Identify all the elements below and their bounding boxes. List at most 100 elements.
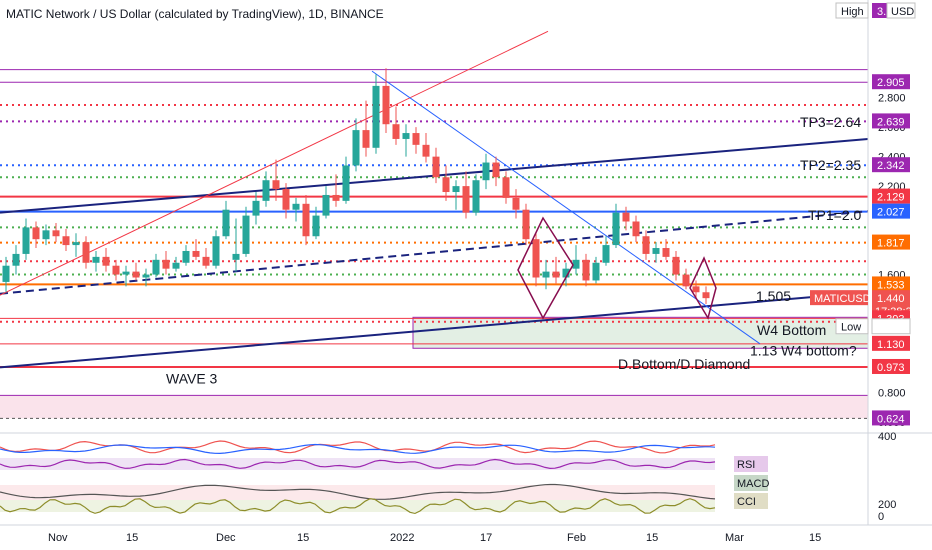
price-tag: 1.130 xyxy=(877,339,905,351)
candle-body xyxy=(652,248,660,254)
time-tick-label: Mar xyxy=(725,532,744,544)
price-tag: 1.440 xyxy=(877,293,905,305)
candle-body xyxy=(172,262,180,269)
price-tick-label: 2.800 xyxy=(878,93,906,105)
chart-annotation: D.Bottom/D.Diamond xyxy=(618,356,750,372)
candle-body xyxy=(522,209,530,240)
candle-body xyxy=(402,133,410,139)
candle-body xyxy=(412,133,420,145)
time-axis[interactable]: Nov 15 Dec 15 2022 17 Feb 15 Mar 15 xyxy=(0,524,932,544)
candle-body xyxy=(592,262,600,281)
chart-annotation: 1.13 W4 bottom? xyxy=(750,343,857,359)
time-tick-label: 15 xyxy=(646,532,658,544)
candle-body xyxy=(662,248,670,257)
candle-body xyxy=(462,186,470,213)
pink-zone xyxy=(0,395,868,419)
candle-body xyxy=(472,180,480,213)
price-tag-bg xyxy=(872,410,910,426)
candle-body xyxy=(132,271,140,278)
price-tag: 2.129 xyxy=(877,192,905,204)
candle-body xyxy=(122,271,130,275)
candle-body xyxy=(182,250,190,263)
candle-body xyxy=(302,203,310,237)
candle-body xyxy=(642,236,650,254)
candle-body xyxy=(332,194,340,201)
candle-body xyxy=(602,245,610,263)
price-tag-bg xyxy=(872,157,910,173)
extreme-label-bg xyxy=(835,2,869,19)
price-tag-bg xyxy=(872,276,910,292)
time-tick-label: 15 xyxy=(809,532,821,544)
chart-annotation: TP3=2.64 xyxy=(800,114,861,130)
candle-body xyxy=(282,189,290,210)
candle-body xyxy=(252,200,260,216)
price-tag: 0.973 xyxy=(877,362,905,374)
candle-body xyxy=(42,230,50,240)
candle-body xyxy=(432,156,440,178)
annotations-layer: TP3=2.64 TP2=2.35 TP1=2.0 1.505 W4 Bottom 1.1… xyxy=(166,114,862,386)
candle-body xyxy=(22,227,30,254)
candle-body xyxy=(152,259,160,275)
candle-body xyxy=(342,165,350,201)
price-axis[interactable]: 2.8002.6002.4002.2001.6001.4000.8000.600… xyxy=(810,0,918,525)
chart-annotation: WAVE 3 xyxy=(166,371,218,387)
candle-body xyxy=(352,130,360,166)
candle-body xyxy=(582,259,590,281)
candle-body xyxy=(262,180,270,201)
candle-body xyxy=(242,215,250,254)
rsi-slow-line xyxy=(0,443,716,455)
time-tick-label: Nov xyxy=(48,532,68,544)
candle-body xyxy=(682,274,690,287)
candle-body xyxy=(692,286,700,293)
candle-body xyxy=(512,197,520,210)
rsi-band xyxy=(0,458,715,470)
candle-body xyxy=(672,256,680,275)
candles-layer xyxy=(2,68,710,305)
price-tag-bg xyxy=(872,335,910,351)
price-tag-bg xyxy=(872,203,910,219)
time-tick-label: 17 xyxy=(480,532,492,544)
candle-body xyxy=(112,265,120,275)
candle-body xyxy=(492,162,500,178)
rsi-line xyxy=(0,458,716,470)
indicator-axis-label: 200 xyxy=(878,499,896,511)
candle-body xyxy=(272,180,280,190)
candle-body xyxy=(202,256,210,266)
candle-body xyxy=(382,85,390,125)
time-tick-label: 15 xyxy=(297,532,309,544)
price-tag-bg xyxy=(872,113,910,129)
symbol-title: MATIC Network / US Dollar (calculated by… xyxy=(6,7,384,21)
indicator-tag-bg xyxy=(734,493,768,509)
candle-body xyxy=(32,227,40,240)
time-tick-label: 15 xyxy=(126,532,138,544)
macd-line xyxy=(0,483,716,500)
candle-body xyxy=(502,177,510,198)
price-tag: 1.533 xyxy=(877,279,905,291)
chart-annotation: TP2=2.35 xyxy=(800,157,861,173)
symbol-tag: MATICUSD xyxy=(814,293,871,305)
chart-annotation: 1.505 xyxy=(756,288,791,304)
candle-body xyxy=(452,186,460,193)
extreme-label: Low xyxy=(841,322,861,334)
trendline-red xyxy=(0,30,549,296)
candle-body xyxy=(362,130,370,148)
candle-body xyxy=(322,194,330,216)
price-tag-bg xyxy=(872,234,910,250)
candle-body xyxy=(12,253,20,266)
trendline-support xyxy=(0,291,869,369)
candle-body xyxy=(232,253,240,260)
currency-badge xyxy=(886,2,916,19)
candle-body xyxy=(542,271,550,278)
indicator-tag: RSI xyxy=(737,459,755,471)
trendline-blue xyxy=(371,70,761,345)
diamond-pattern-1 xyxy=(517,216,574,320)
candle-body xyxy=(702,292,710,299)
price-tag-bg xyxy=(872,188,910,204)
pattern-drawings-layer xyxy=(517,216,717,320)
candle-body xyxy=(292,203,300,210)
diamond-pattern-2 xyxy=(689,256,717,320)
indicator-axis-label: 400 xyxy=(878,431,896,443)
price-tag: 1.817 xyxy=(877,238,905,250)
candle-body xyxy=(162,259,170,269)
